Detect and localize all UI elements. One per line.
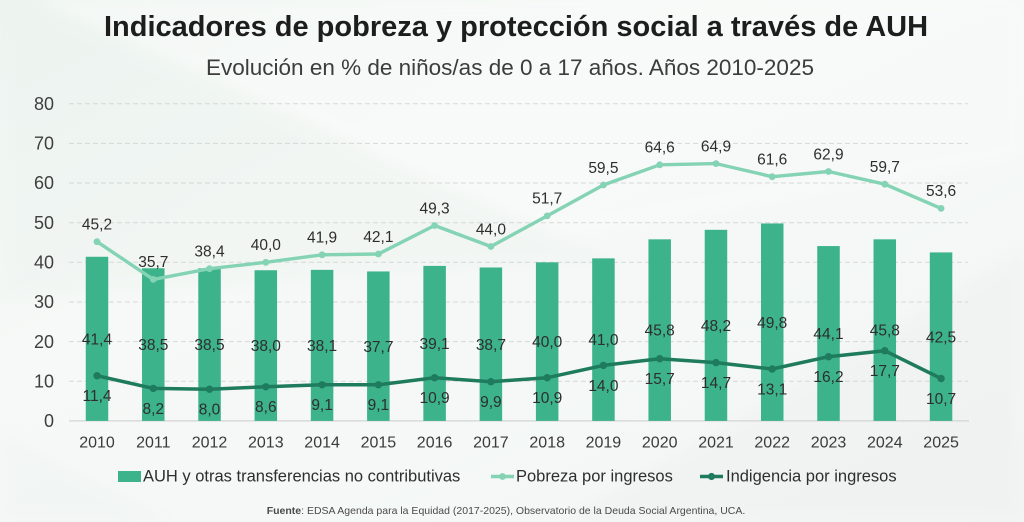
svg-text:11,4: 11,4 (82, 388, 111, 405)
svg-text:50: 50 (34, 213, 54, 233)
svg-text:2021: 2021 (698, 435, 734, 452)
svg-text:Indicadores de pobreza y prote: Indicadores de pobreza y protección soci… (104, 11, 928, 43)
svg-text:61,6: 61,6 (757, 152, 787, 169)
svg-text:45,2: 45,2 (82, 217, 112, 234)
svg-text:48,2: 48,2 (701, 318, 731, 335)
svg-text:2025: 2025 (923, 435, 959, 452)
svg-text:38,1: 38,1 (307, 338, 337, 355)
svg-text:2019: 2019 (586, 435, 622, 452)
svg-text:40,0: 40,0 (532, 334, 563, 351)
svg-text:2014: 2014 (304, 435, 340, 452)
svg-text:70: 70 (34, 134, 54, 154)
svg-text:42,1: 42,1 (363, 229, 393, 246)
svg-text:51,7: 51,7 (532, 191, 562, 208)
svg-text:8,2: 8,2 (143, 401, 165, 418)
svg-text:2016: 2016 (417, 435, 453, 452)
svg-text:AUH y otras transferencias no: AUH y otras transferencias no contributi… (143, 468, 460, 486)
svg-text:14,7: 14,7 (701, 375, 731, 392)
svg-text:2015: 2015 (361, 435, 397, 452)
svg-text:38,0: 38,0 (251, 338, 282, 355)
svg-text:64,9: 64,9 (701, 138, 731, 155)
svg-text:40,0: 40,0 (251, 237, 282, 254)
svg-text:49,8: 49,8 (757, 315, 787, 332)
svg-text:2011: 2011 (136, 435, 171, 452)
svg-text:80: 80 (34, 94, 54, 114)
svg-text:2022: 2022 (754, 435, 790, 452)
svg-text:45,8: 45,8 (645, 323, 675, 340)
svg-text:40: 40 (34, 253, 54, 273)
svg-text:38,7: 38,7 (476, 337, 506, 354)
svg-text:35,7: 35,7 (138, 254, 168, 271)
svg-text:15,7: 15,7 (645, 371, 675, 388)
svg-text:39,1: 39,1 (420, 336, 450, 353)
svg-text:16,2: 16,2 (813, 369, 843, 386)
svg-text:60: 60 (34, 173, 54, 193)
svg-text:2024: 2024 (867, 435, 903, 452)
svg-text:37,7: 37,7 (363, 339, 393, 356)
svg-text:59,7: 59,7 (870, 159, 900, 176)
svg-text:44,0: 44,0 (476, 221, 507, 238)
svg-text:53,6: 53,6 (926, 183, 956, 200)
svg-text:2020: 2020 (642, 435, 678, 452)
svg-text:Pobreza por ingresos: Pobreza por ingresos (516, 468, 673, 486)
svg-text:Evolución en % de niños/as de: Evolución en % de niños/as de 0 a 17 año… (206, 55, 814, 80)
svg-text:59,5: 59,5 (588, 160, 618, 177)
svg-text:41,9: 41,9 (307, 230, 337, 247)
svg-text:9,1: 9,1 (311, 397, 333, 414)
svg-text:9,9: 9,9 (480, 394, 502, 411)
svg-text:10: 10 (34, 372, 54, 392)
svg-text:49,3: 49,3 (420, 200, 450, 217)
svg-text:2018: 2018 (529, 435, 565, 452)
svg-text:10,9: 10,9 (420, 390, 450, 407)
svg-text:44,1: 44,1 (813, 326, 843, 343)
svg-text:2012: 2012 (192, 435, 228, 452)
svg-text:13,1: 13,1 (757, 381, 787, 398)
svg-text:20: 20 (34, 332, 54, 352)
svg-text:42,5: 42,5 (926, 329, 956, 346)
svg-text:41,0: 41,0 (588, 332, 619, 349)
svg-text:8,6: 8,6 (255, 399, 277, 416)
svg-text:64,6: 64,6 (645, 140, 675, 157)
svg-text:0: 0 (44, 411, 54, 431)
svg-text:2010: 2010 (79, 435, 115, 452)
svg-text:2023: 2023 (811, 435, 847, 452)
svg-text:38,5: 38,5 (138, 337, 168, 354)
svg-text:30: 30 (34, 292, 54, 312)
svg-text:17,7: 17,7 (870, 363, 900, 380)
svg-text:45,8: 45,8 (870, 323, 900, 340)
svg-text:10,9: 10,9 (532, 390, 562, 407)
svg-text:Fuente: EDSA Agenda para la Eq: Fuente: EDSA Agenda para la Equidad (201… (267, 505, 746, 517)
svg-text:2017: 2017 (473, 435, 509, 452)
svg-text:41,4: 41,4 (82, 331, 113, 348)
svg-text:38,5: 38,5 (194, 337, 224, 354)
svg-text:38,4: 38,4 (194, 244, 225, 261)
svg-text:2013: 2013 (248, 435, 284, 452)
svg-text:8,0: 8,0 (199, 402, 221, 419)
svg-text:14,0: 14,0 (588, 378, 619, 395)
svg-text:Indigencia por ingresos: Indigencia por ingresos (726, 468, 897, 486)
svg-text:9,1: 9,1 (368, 397, 390, 414)
svg-text:10,7: 10,7 (926, 391, 956, 408)
svg-text:62,9: 62,9 (813, 146, 843, 163)
